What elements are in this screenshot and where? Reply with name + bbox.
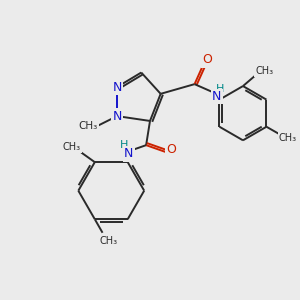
Text: O: O: [167, 143, 176, 157]
Text: H: H: [215, 84, 224, 94]
Text: CH₃: CH₃: [62, 142, 81, 152]
Text: N: N: [212, 90, 221, 103]
Text: N: N: [124, 147, 134, 161]
Text: CH₃: CH₃: [78, 121, 98, 131]
Text: N: N: [112, 110, 122, 123]
Text: CH₃: CH₃: [255, 66, 273, 76]
Text: O: O: [202, 53, 212, 66]
Text: N: N: [112, 80, 122, 94]
Text: CH₃: CH₃: [279, 134, 297, 143]
Text: H: H: [120, 140, 128, 150]
Text: CH₃: CH₃: [99, 236, 117, 245]
